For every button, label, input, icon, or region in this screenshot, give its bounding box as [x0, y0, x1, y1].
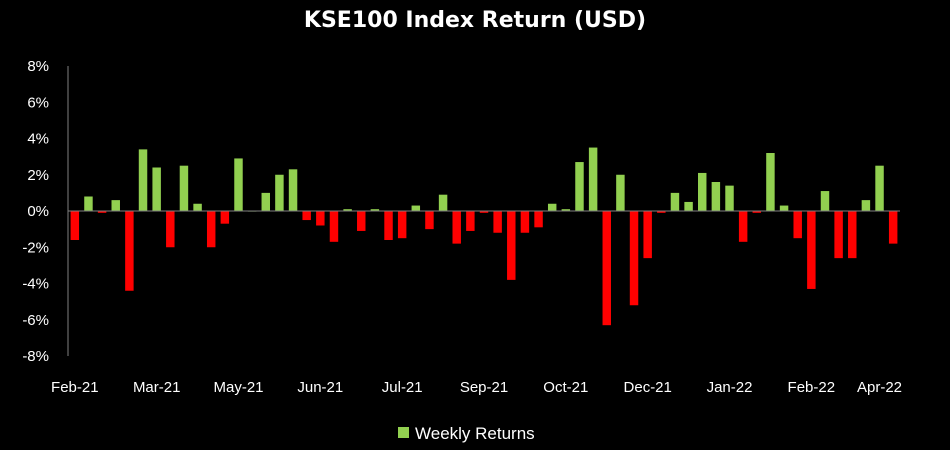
x-tick-label: Mar-21: [133, 379, 181, 396]
bar: [561, 209, 571, 211]
bar: [425, 211, 434, 230]
bar: [779, 205, 789, 211]
bar: [193, 203, 202, 211]
bar: [452, 211, 461, 244]
bar: [793, 211, 802, 239]
bar: [397, 211, 407, 239]
x-tick-label: Feb-22: [788, 379, 836, 396]
bar: [807, 211, 816, 289]
bar: [329, 211, 339, 242]
bar: [820, 191, 830, 211]
bar: [602, 211, 611, 326]
bar: [643, 211, 652, 259]
bar: [588, 147, 598, 211]
x-tick-label: May-21: [213, 379, 263, 396]
bar: [220, 211, 230, 224]
bar: [275, 174, 284, 211]
bar: [111, 200, 120, 212]
bar: [152, 167, 161, 211]
legend-swatch: [398, 427, 409, 438]
bar: [861, 200, 871, 212]
y-tick-label: 6%: [27, 94, 49, 111]
bar: [738, 211, 748, 242]
bar: [534, 211, 543, 228]
bar: [507, 211, 516, 280]
x-tick-labels: Feb-21 Mar-21 May-21 Jun-21 Jul-21 Sep-21 Oct-…: [51, 379, 902, 396]
bar: [657, 211, 666, 213]
chart-title: KSE100 Index Return (USD): [304, 8, 646, 33]
bar: [70, 211, 80, 240]
y-tick-labels: 8% 6% 4% 2% 0% -2% -4% -6% -8%: [22, 58, 49, 365]
x-tick-label: Sep-21: [460, 379, 508, 396]
y-tick-label: -8%: [22, 348, 49, 365]
bar: [711, 182, 721, 211]
bar: [261, 192, 270, 212]
x-tick-label: Jul-21: [382, 379, 423, 396]
bar: [343, 209, 352, 211]
y-tick-label: -4%: [22, 276, 49, 293]
bar: [834, 211, 843, 259]
bar: [888, 211, 898, 244]
y-tick-label: 4%: [27, 131, 49, 148]
bar: [466, 211, 475, 231]
y-tick-label: 0%: [27, 203, 49, 220]
bar: [629, 211, 639, 306]
bar: [848, 211, 857, 259]
bar: [316, 211, 325, 226]
bar: [206, 211, 216, 248]
bar: [288, 169, 298, 211]
x-tick-label: Jun-21: [297, 379, 343, 396]
bar: [370, 209, 380, 211]
x-tick-label: Apr-22: [857, 379, 902, 396]
x-tick-label: Feb-21: [51, 379, 99, 396]
x-tick-label: Dec-21: [624, 379, 672, 396]
bar: [875, 165, 884, 211]
bar: [684, 201, 693, 211]
bar: [438, 194, 448, 211]
bar: [234, 158, 243, 211]
y-tick-label: -2%: [22, 239, 49, 256]
bar: [125, 211, 134, 291]
bar: [97, 211, 107, 213]
bar: [166, 211, 175, 248]
bar: [520, 211, 530, 233]
bar: [766, 153, 775, 211]
bar: [547, 203, 557, 211]
legend-label: Weekly Returns: [415, 424, 535, 443]
bar: [670, 192, 680, 212]
bars-group: [70, 147, 898, 326]
bar: [384, 211, 393, 240]
bar: [698, 172, 707, 211]
bar: [493, 211, 502, 233]
bar: [179, 165, 189, 211]
bar: [411, 205, 421, 211]
bar: [479, 211, 489, 213]
y-tick-label: -6%: [22, 312, 49, 329]
bar: [84, 196, 93, 211]
bar: [302, 211, 311, 221]
x-tick-label: Oct-21: [543, 379, 588, 396]
bar: [138, 149, 148, 212]
y-tick-label: 8%: [27, 58, 49, 75]
bar: [575, 162, 584, 211]
bar: [725, 185, 734, 212]
bar: [616, 174, 625, 211]
y-tick-label: 2%: [27, 167, 49, 184]
x-tick-label: Jan-22: [707, 379, 753, 396]
bar: [752, 211, 762, 213]
legend: Weekly Returns: [398, 424, 535, 443]
bar: [357, 211, 366, 231]
